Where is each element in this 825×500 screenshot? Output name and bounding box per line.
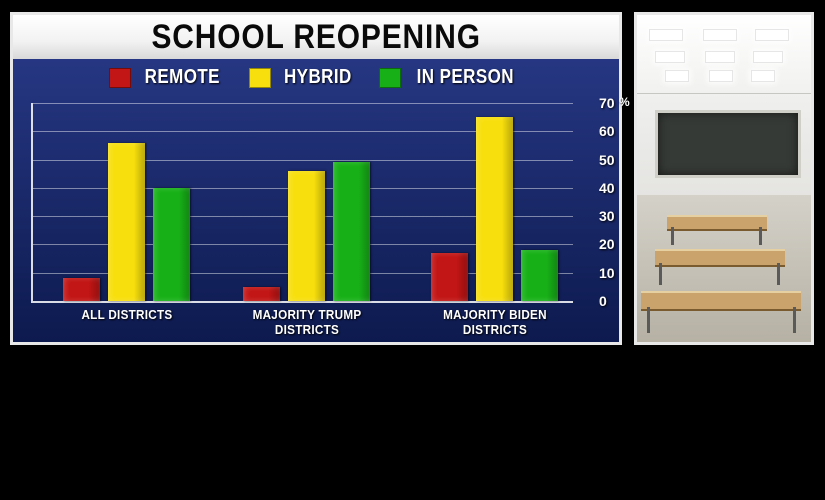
legend-swatch-remote (109, 68, 131, 88)
desk-row (655, 249, 785, 267)
wall-line (637, 93, 811, 94)
ceiling-light (751, 70, 775, 82)
gridline (33, 103, 573, 104)
y-tick-label: 20 (599, 236, 629, 252)
y-tick-label: 50 (599, 152, 629, 168)
desk-leg (647, 307, 650, 333)
ceiling-light (649, 29, 683, 41)
y-unit-label: % (619, 95, 630, 109)
bar-remote (63, 278, 100, 301)
ceiling-light (655, 51, 685, 63)
blackboard (655, 110, 801, 178)
chart-title: SCHOOL REOPENING (151, 18, 480, 57)
legend-item-hybrid: HYBRID (249, 66, 358, 89)
y-tick-label: 30 (599, 208, 629, 224)
legend-label-hybrid: HYBRID (284, 66, 352, 89)
legend-label-remote: REMOTE (145, 66, 220, 89)
legend-item-remote: REMOTE (109, 66, 227, 89)
desk-leg (777, 263, 780, 285)
x-category-label: MAJORITY BIDEN DISTRICTS (409, 307, 580, 337)
desk-leg (759, 227, 762, 245)
x-category-label: MAJORITY TRUMP DISTRICTS (221, 307, 392, 337)
bar-hybrid (288, 171, 325, 301)
desk-leg (659, 263, 662, 285)
legend: REMOTE HYBRID IN PERSON (13, 59, 619, 96)
desk-leg (671, 227, 674, 245)
legend-swatch-inperson (379, 68, 401, 88)
y-tick-label: 40 (599, 180, 629, 196)
plot-area: 010203040506070%ALL DISTRICTSMAJORITY TR… (31, 103, 573, 303)
x-category-label: ALL DISTRICTS (41, 307, 212, 322)
desk-row (667, 215, 767, 231)
y-tick-label: 60 (599, 123, 629, 139)
bar-inperson (333, 162, 370, 301)
bar-remote (243, 287, 280, 301)
legend-swatch-hybrid (249, 68, 271, 88)
ceiling-light (703, 29, 737, 41)
desk-leg (793, 307, 796, 333)
ceiling-light (665, 70, 689, 82)
classroom-ceiling (637, 15, 811, 93)
y-tick-label: 0 (599, 293, 629, 309)
title-bar: SCHOOL REOPENING (13, 15, 619, 59)
y-tick-label: 10 (599, 265, 629, 281)
legend-label-inperson: IN PERSON (417, 66, 514, 89)
chart-panel: SCHOOL REOPENING REMOTE HYBRID IN PERSON… (10, 12, 622, 345)
stage: SCHOOL REOPENING REMOTE HYBRID IN PERSON… (0, 0, 825, 500)
ceiling-light (705, 51, 735, 63)
side-photo-panel (634, 12, 814, 345)
ceiling-light (753, 51, 783, 63)
classroom-illustration (637, 15, 811, 342)
ceiling-light (709, 70, 733, 82)
bar-inperson (153, 188, 190, 301)
legend-item-inperson: IN PERSON (379, 66, 523, 89)
bar-inperson (521, 250, 558, 301)
bar-hybrid (476, 117, 513, 301)
bar-remote (431, 253, 468, 301)
bar-hybrid (108, 143, 145, 301)
ceiling-light (755, 29, 789, 41)
desk-row (641, 291, 801, 311)
